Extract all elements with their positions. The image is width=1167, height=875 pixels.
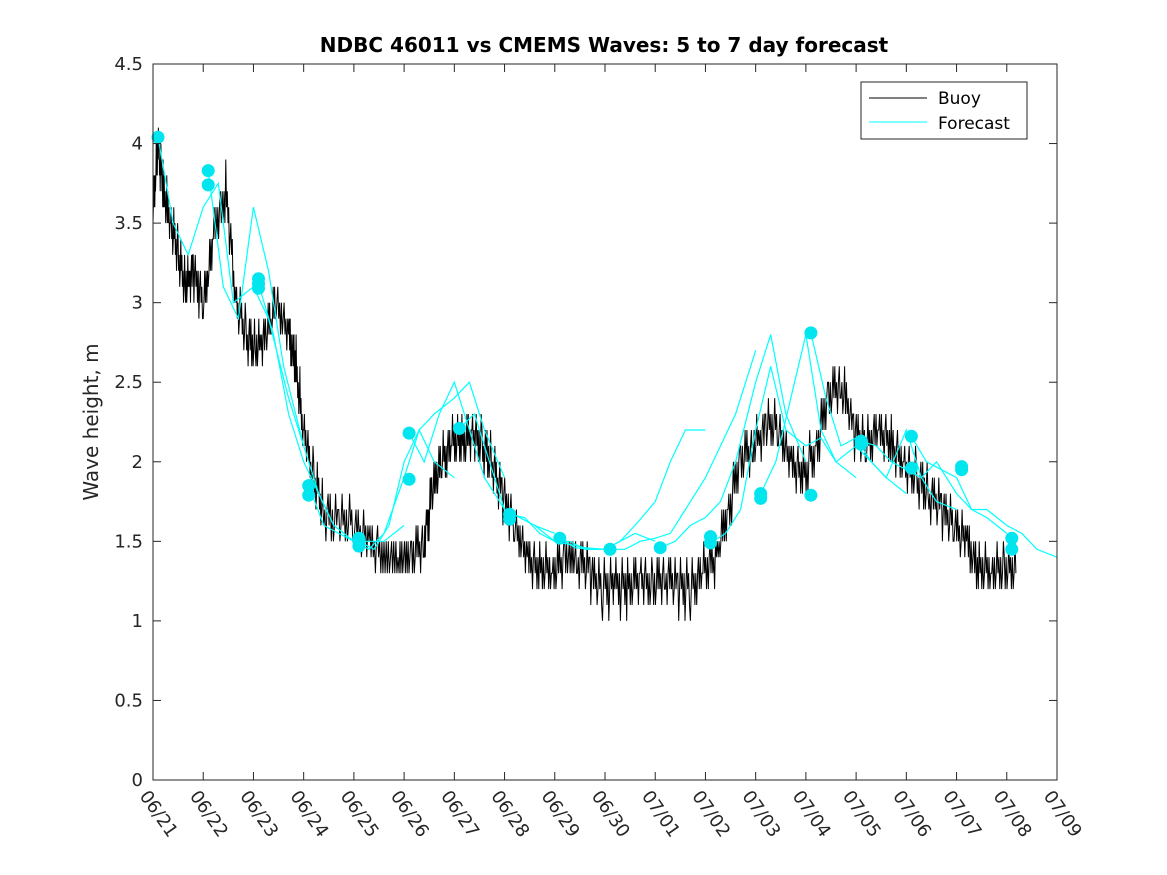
forecast-marker: [904, 461, 918, 475]
forecast-run-line: [710, 366, 857, 544]
forecast-marker: [754, 491, 768, 505]
plot-area: [151, 63, 1058, 781]
y-tick-label: 3: [132, 293, 143, 314]
y-axis-ticks: 0 0.5 1 1.5 2 2.5 3 3.5 4 4.5: [114, 54, 1057, 791]
forecast-run-line: [910, 435, 1058, 558]
forecast-run-line: [559, 429, 706, 550]
forecast-run-line: [509, 513, 656, 550]
forecast-run-line: [358, 381, 506, 551]
forecast-run-line: [659, 334, 807, 549]
forecast-marker: [252, 281, 265, 295]
y-tick-label: 4: [132, 134, 143, 155]
forecast-marker: [402, 472, 416, 486]
forecast-marker: [302, 479, 316, 493]
forecast-run-line: [610, 350, 757, 550]
forecast-run-line: [308, 428, 455, 551]
forecast-marker: [804, 488, 818, 502]
y-axis-label: Wave height, m: [79, 343, 103, 500]
legend-buoy-label: Buoy: [938, 89, 981, 109]
y-tick-label: 1.5: [114, 531, 143, 552]
forecast-marker: [804, 326, 818, 340]
y-tick-label: 1: [132, 611, 143, 632]
forecast-marker: [553, 531, 567, 545]
y-tick-label: 0: [132, 770, 143, 791]
chart-title: NDBC 46011 vs CMEMS Waves: 5 to 7 day fo…: [320, 33, 889, 57]
forecast-marker: [603, 542, 617, 556]
forecast-marker: [201, 178, 215, 192]
legend: Buoy Forecast: [860, 81, 1028, 140]
legend-box: [860, 81, 1028, 140]
forecast-marker: [151, 130, 165, 144]
y-tick-label: 0.5: [114, 690, 143, 711]
forecast-marker: [352, 539, 366, 553]
forecast-marker: [503, 512, 517, 526]
forecast-run-line: [860, 440, 1008, 534]
forecast-marker: [452, 421, 466, 435]
forecast-marker: [1005, 531, 1019, 545]
forecast-marker: [704, 536, 717, 550]
y-tick-label: 3.5: [114, 213, 143, 234]
forecast-run-line: [810, 332, 957, 511]
forecast-marker: [653, 541, 667, 555]
plot-background: [153, 64, 1057, 780]
legend-forecast-label: Forecast: [938, 114, 1010, 134]
forecast-marker: [854, 437, 868, 451]
forecast-marker: [302, 488, 316, 502]
y-tick-label: 2: [132, 452, 143, 473]
forecast-markers: [151, 130, 1019, 556]
forecast-series: [157, 137, 1058, 558]
y-tick-label: 4.5: [114, 54, 143, 75]
forecast-run-line: [458, 412, 605, 550]
forecast-marker: [904, 429, 918, 443]
y-tick-label: 2.5: [114, 372, 143, 393]
forecast-marker: [201, 164, 215, 178]
forecast-marker: [402, 426, 416, 440]
forecast-marker: [1005, 542, 1019, 556]
forecast-marker: [955, 463, 969, 477]
